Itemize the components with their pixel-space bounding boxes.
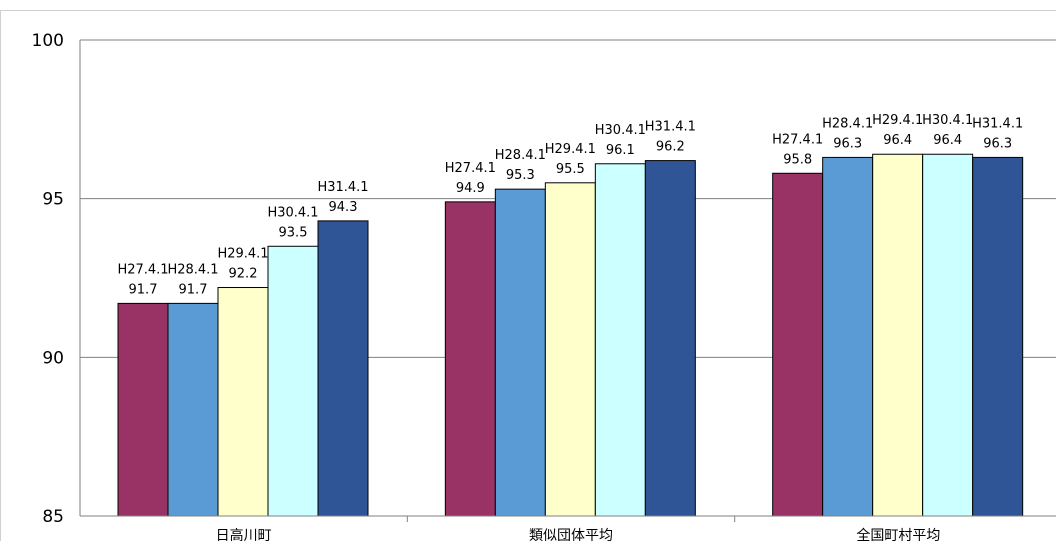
- bar: [118, 303, 168, 516]
- x-category-label: 類似団体平均: [529, 528, 613, 541]
- data-label-series: H30.4.1: [922, 113, 973, 128]
- data-label-series: H28.4.1: [167, 262, 218, 277]
- x-category-label: 日高川町: [216, 527, 272, 541]
- bar: [268, 246, 318, 516]
- data-label-value: 96.4: [933, 133, 962, 148]
- data-label-series: H28.4.1: [822, 116, 873, 131]
- data-label-value: 94.9: [456, 181, 485, 196]
- data-label-series: H29.4.1: [217, 247, 268, 262]
- data-label-value: 91.7: [129, 282, 158, 297]
- data-label-series: H28.4.1: [495, 148, 546, 163]
- data-label-value: 93.5: [279, 225, 308, 240]
- data-label-value: 94.3: [329, 200, 358, 215]
- bar: [318, 221, 368, 516]
- x-category-label: 全国町村平均: [856, 527, 940, 541]
- data-label-value: 91.7: [179, 282, 208, 297]
- bar: [218, 288, 268, 516]
- y-tick-label: 100: [32, 31, 64, 51]
- data-label-value: 92.2: [229, 267, 258, 282]
- data-label-series: H27.4.1: [445, 161, 496, 176]
- data-label-value: 96.3: [833, 136, 862, 151]
- data-label-series: H29.4.1: [545, 142, 596, 157]
- y-tick-label: 95: [42, 190, 64, 210]
- y-tick-label: 90: [42, 348, 64, 368]
- data-label-series: H30.4.1: [267, 205, 318, 220]
- bar: [495, 189, 545, 516]
- data-label-value: 95.5: [556, 162, 585, 177]
- data-label-value: 96.3: [983, 136, 1012, 151]
- bar: [545, 183, 595, 516]
- bar: [445, 202, 495, 516]
- bar: [773, 173, 823, 516]
- bar: [595, 164, 645, 516]
- data-label-series: H31.4.1: [317, 180, 368, 195]
- data-label-series: H31.4.1: [645, 120, 696, 135]
- data-label-series: H27.4.1: [772, 132, 823, 147]
- data-label-value: 95.8: [783, 152, 812, 167]
- data-label-value: 95.3: [506, 168, 535, 183]
- data-label-series: H30.4.1: [595, 123, 646, 138]
- bar: [873, 154, 923, 516]
- data-label-value: 96.2: [656, 140, 685, 155]
- data-label-series: H27.4.1: [117, 262, 168, 277]
- bar: [168, 303, 218, 516]
- bar: [823, 157, 873, 516]
- data-label-value: 96.1: [606, 143, 635, 158]
- data-label-series: H31.4.1: [972, 116, 1023, 131]
- bar: [645, 161, 695, 516]
- data-label-value: 96.4: [883, 133, 912, 148]
- data-label-series: H29.4.1: [872, 113, 923, 128]
- bar: [973, 157, 1023, 516]
- y-tick-label: 85: [42, 507, 64, 527]
- bar: [923, 154, 973, 516]
